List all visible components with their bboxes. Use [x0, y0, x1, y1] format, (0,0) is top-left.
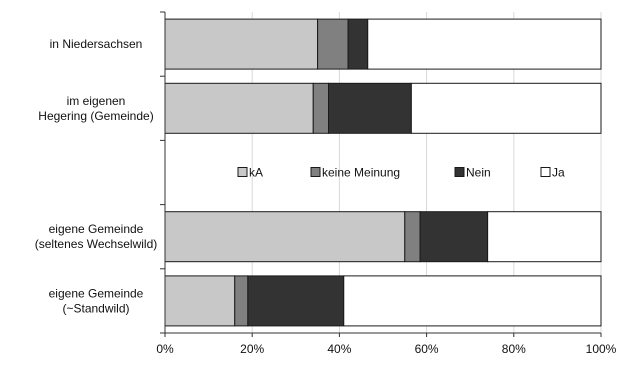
bar-segment: [312, 82, 329, 134]
category-label: (seltenes Wechselwild): [35, 237, 158, 251]
x-tick-label: 0%: [156, 342, 174, 356]
x-tick-labels: 0% 20% 40% 60% 80% 100%: [156, 342, 616, 356]
bar-segment: [164, 275, 236, 327]
legend-swatch: [310, 167, 321, 177]
bar-segment: [404, 211, 421, 263]
axes: [160, 11, 602, 337]
bars: [164, 18, 602, 327]
x-tick-label: 60%: [415, 342, 439, 356]
legend-label: kA: [249, 166, 263, 180]
bar-segment: [317, 18, 349, 70]
bar-segment: [410, 82, 602, 134]
bar-segment: [164, 18, 319, 70]
legend-swatch: [540, 167, 551, 177]
bar-segment: [419, 211, 489, 263]
bar-segment: [367, 18, 602, 70]
bar-segment: [234, 275, 249, 327]
legend-label: Ja: [552, 166, 565, 180]
bar-segment: [164, 82, 314, 134]
legend-swatch: [454, 167, 465, 177]
category-label: im eigenen: [67, 94, 126, 108]
bar-segment: [328, 82, 412, 134]
bar-segment: [247, 275, 345, 327]
legend: kA keine Meinung Nein Ja: [237, 166, 565, 180]
bar-segment: [487, 211, 602, 263]
x-tick-label: 40%: [327, 342, 351, 356]
bar-segment: [347, 18, 369, 70]
category-label: in Niedersachsen: [50, 37, 143, 51]
legend-label: keine Meinung: [322, 166, 400, 180]
category-label: eigene Gemeinde: [49, 222, 144, 236]
x-tick-label: 100%: [586, 342, 617, 356]
category-label: eigene Gemeinde: [49, 286, 144, 300]
category-label: Hegering (Gemeinde): [38, 109, 153, 123]
legend-swatch: [237, 167, 248, 177]
x-tick-label: 80%: [502, 342, 526, 356]
bar-segment: [343, 275, 602, 327]
bar-segment: [164, 211, 406, 263]
category-label: (~Standwild): [62, 301, 129, 315]
x-tick-label: 20%: [240, 342, 264, 356]
legend-label: Nein: [466, 166, 491, 180]
